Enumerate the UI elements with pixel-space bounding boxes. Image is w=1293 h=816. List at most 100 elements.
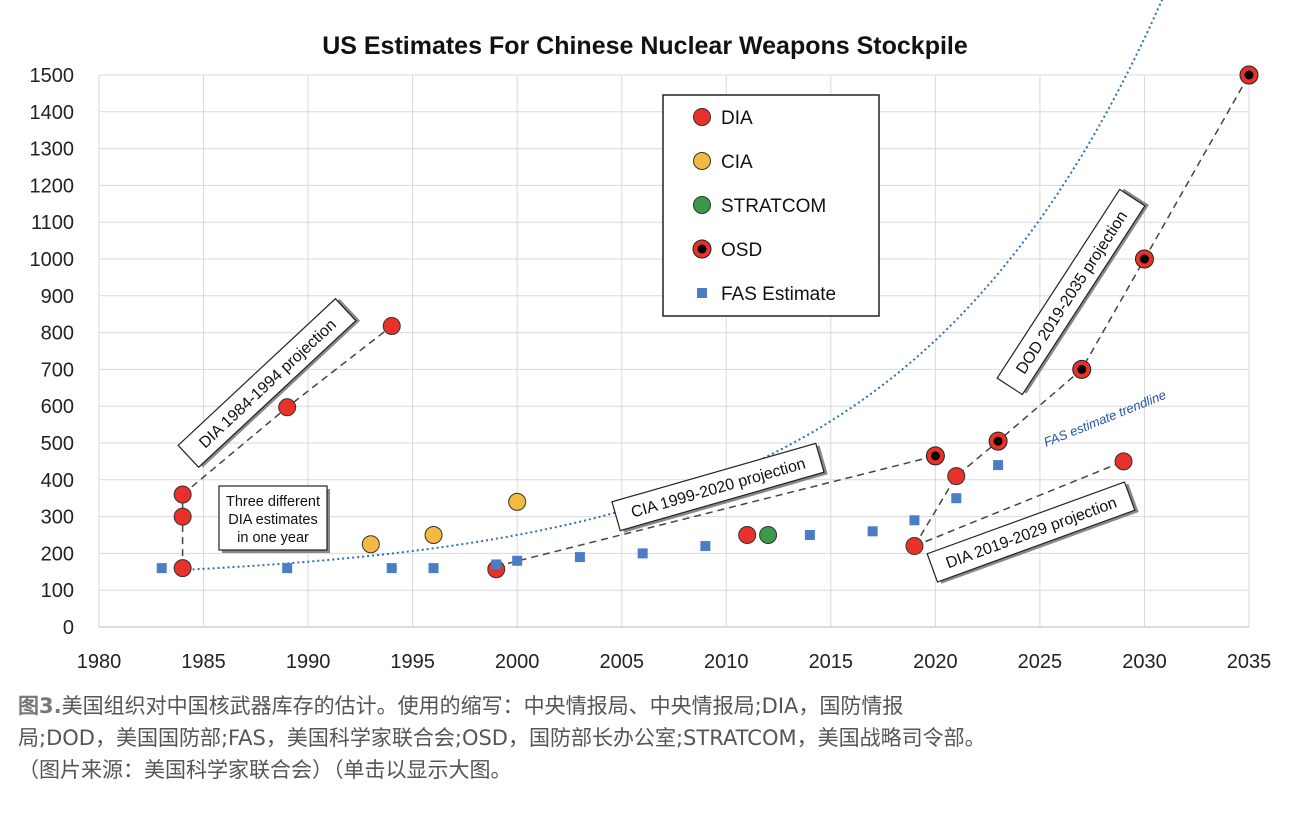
y-tick-label: 0 [63, 617, 74, 639]
point-fas-estimate [993, 460, 1004, 471]
y-tick-label: 1200 [30, 175, 75, 197]
point-stratcom [759, 526, 778, 544]
y-tick-label: 800 [41, 323, 74, 345]
x-tick-label: 2010 [704, 651, 749, 673]
y-tick-label: 600 [41, 396, 74, 418]
point-fas-estimate [867, 526, 878, 537]
x-tick-label: 1985 [181, 651, 226, 673]
point-dia [382, 316, 401, 335]
dia-1984-1994-label: DIA 1984-1994 projection [177, 297, 361, 469]
point-fas-estimate [574, 552, 585, 563]
dod-2019-2035-label-box [996, 188, 1146, 396]
x-axis-ticks: 1980 1985 1990 1995 2000 2005 2010 2015 2020 2025… [77, 651, 1272, 673]
x-tick-label: 1990 [286, 651, 331, 673]
x-tick-label: 1995 [390, 651, 435, 673]
x-tick-label: 2035 [1227, 651, 1272, 673]
y-tick-label: 400 [41, 470, 74, 492]
cia-1999-2020-label-box [611, 442, 825, 532]
legend-marker-dia [693, 108, 711, 126]
y-tick-label: 1000 [30, 249, 75, 271]
three-estimates-label-line: in one year [237, 530, 309, 546]
legend-label-osd: OSD [721, 240, 762, 261]
legend-label-cia: CIA [721, 152, 753, 173]
projection-line-cia-1999-2020 [496, 455, 936, 568]
fas-trendline-path [182, 0, 1164, 571]
figure-label: 图3. [18, 694, 62, 718]
legend-label-dia: DIA [721, 108, 753, 129]
point-osd-center [1077, 364, 1087, 374]
point-fas-estimate [951, 493, 962, 504]
point-dia [905, 537, 924, 556]
y-tick-label: 200 [41, 543, 74, 565]
caption-line-2: 局;DOD，美国国防部;FAS，美国科学家联合会;OSD，国防部长办公室;STR… [18, 726, 986, 750]
point-fas-estimate [512, 555, 523, 566]
legend: DIA CIA STRATCOM OSD FAS Estimate [662, 94, 880, 317]
point-cia [508, 492, 527, 511]
y-tick-label: 1100 [31, 212, 74, 234]
dia-2019-2029-label-box [926, 481, 1136, 583]
point-fas-estimate [491, 559, 502, 570]
three-estimates-label-line: Three different [226, 494, 320, 510]
point-dia [947, 467, 966, 486]
fas-trendline-label: FAS estimate trendline [1042, 387, 1169, 450]
data-markers [156, 65, 1259, 579]
y-tick-label: 300 [41, 507, 74, 529]
projection-line-dia-2019-2029 [914, 460, 1124, 547]
point-dia [173, 485, 192, 504]
y-tick-label: 100 [41, 580, 74, 602]
legend-marker-stratcom [693, 196, 711, 214]
chart-title: US Estimates For Chinese Nuclear Weapons… [322, 32, 968, 60]
x-tick-label: 2020 [913, 651, 958, 673]
y-tick-label: 500 [41, 433, 74, 455]
x-tick-label: 2015 [809, 651, 854, 673]
three-estimates-label-line: DIA estimates [228, 512, 317, 528]
legend-label-fas-estimate: FAS Estimate [721, 284, 836, 305]
point-fas-estimate [804, 530, 815, 540]
dod-2019-2035-label: DOD 2019-2035 projection [996, 188, 1150, 396]
y-tick-label: 900 [41, 286, 74, 308]
point-osd-center [993, 436, 1003, 446]
caption-line-3: （图片来源：美国科学家联合会）（单击以显示大图。 [18, 758, 512, 782]
point-cia [361, 535, 380, 554]
cia-1999-2020-label: CIA 1999-2020 projection [611, 442, 828, 533]
point-dia [738, 526, 757, 544]
projection-line-dod-2019-2035 [913, 74, 1250, 547]
point-osd-center [1244, 70, 1254, 80]
point-dia [278, 398, 297, 417]
legend-marker-osd-center [697, 244, 707, 254]
dod-2019-2035-label-text: DOD 2019-2035 projection [1013, 208, 1131, 377]
legend-marker-cia [693, 152, 711, 170]
three-estimates-label-box [218, 485, 328, 551]
dia-1984-1994-label-box [177, 297, 357, 469]
legend-marker-fas-estimate [697, 288, 707, 298]
cia-1999-2020-label-text: CIA 1999-2020 projection [629, 455, 807, 521]
y-axis-ticks: 0 100 200 300 400 500 600 700 800 900 1000 1100 1200… [30, 65, 75, 639]
y-tick-label: 1400 [30, 102, 75, 124]
x-tick-label: 2025 [1018, 651, 1063, 673]
stockpile-chart: US Estimates For Chinese Nuclear Weapons… [30, 0, 1272, 673]
x-tick-label: 2030 [1122, 651, 1167, 673]
point-fas-estimate [282, 563, 293, 574]
y-tick-label: 1500 [30, 65, 75, 87]
x-tick-label: 1980 [77, 651, 122, 673]
y-tick-label: 1300 [30, 139, 75, 161]
x-tick-label: 2005 [599, 651, 644, 673]
point-fas-estimate [909, 515, 920, 526]
point-fas-estimate [637, 548, 648, 559]
dia-2019-2029-label-text: DIA 2019-2029 projection [944, 495, 1120, 573]
figure-caption: 图3.美国组织对中国核武器库存的估计。使用的缩写：中央情报局、中央情报局;DIA… [18, 690, 1278, 786]
point-fas-estimate [386, 563, 397, 574]
point-cia [424, 526, 443, 544]
point-dia [173, 507, 192, 526]
point-fas-estimate [156, 563, 167, 574]
point-dia [173, 559, 192, 578]
point-fas-estimate [428, 563, 439, 574]
point-dia [1114, 452, 1133, 471]
legend-label-stratcom: STRATCOM [721, 196, 826, 217]
three-estimates-label: Three different DIA estimates in one year [218, 485, 330, 553]
point-osd-center [930, 451, 940, 461]
point-fas-estimate [700, 541, 711, 552]
caption-line-1: 美国组织对中国核武器库存的估计。使用的缩写：中央情报局、中央情报局;DIA，国防… [61, 694, 904, 718]
point-osd-center [1139, 254, 1149, 264]
x-tick-label: 2000 [495, 651, 540, 673]
